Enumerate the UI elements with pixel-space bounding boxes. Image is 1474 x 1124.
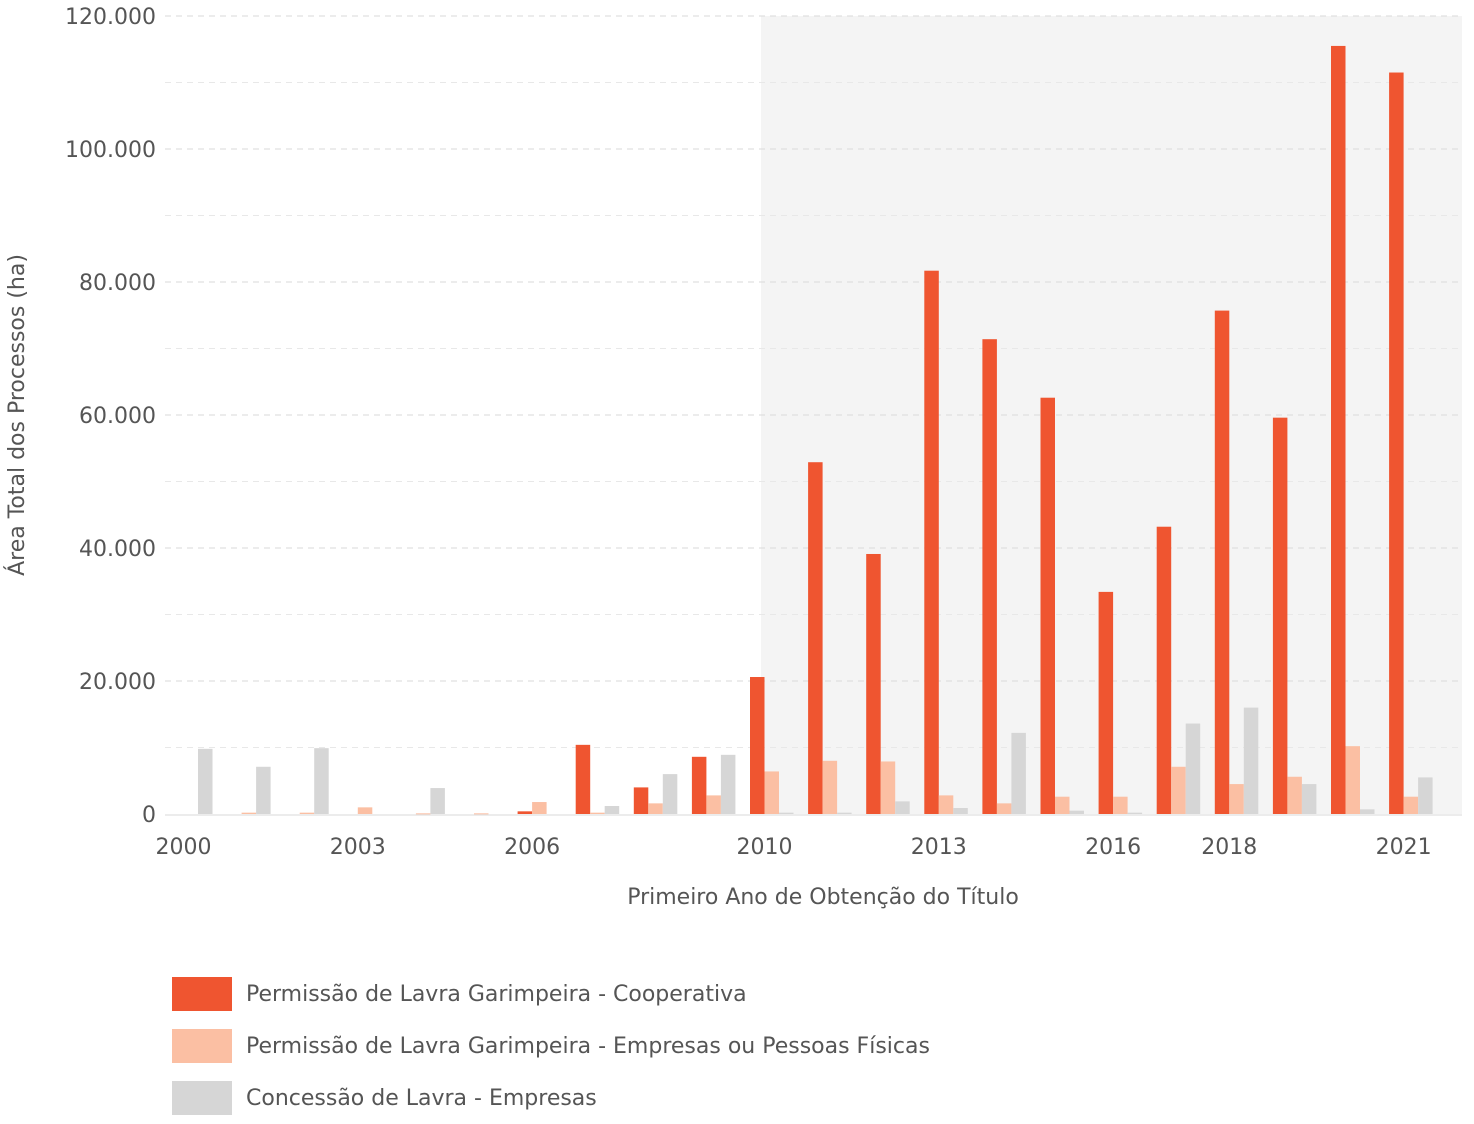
y-axis-ticks: 0 20.000 40.000 60.000 80.000 100.000 120.000 [65, 5, 156, 828]
bar-2004-series-3 [430, 788, 445, 814]
bar-2021-series-1 [1389, 72, 1404, 814]
x-axis-title: Primeiro Ano de Obtenção do Título [627, 885, 1019, 910]
bar-2016-series-2 [1113, 796, 1128, 814]
bar-2018-series-1 [1214, 310, 1230, 814]
bar-2011-series-1 [808, 462, 823, 814]
y-tick-label: 120.000 [65, 5, 156, 30]
y-tick-label: 80.000 [79, 271, 156, 296]
bar-2014-series-3 [1011, 732, 1026, 814]
bar-2016-series-1 [1098, 591, 1114, 814]
bar-2016-series-3 [1127, 812, 1143, 814]
bar-2009-series-3 [720, 754, 736, 814]
bar-2011-series-3 [837, 812, 852, 814]
legend-label-concessao: Concessão de Lavra - Empresas [246, 1085, 597, 1111]
legend-label-cooperativa: Permissão de Lavra Garimpeira - Cooperat… [246, 981, 747, 1007]
bar-2020-series-3 [1360, 809, 1375, 814]
legend-swatch-concessao [172, 1081, 232, 1115]
bar-2017-series-1 [1156, 526, 1172, 814]
bar-2015-series-3 [1069, 810, 1084, 814]
y-tick-label: 0 [142, 803, 156, 828]
x-tick-label: 2021 [1376, 835, 1432, 860]
x-tick-label: 2018 [1201, 835, 1257, 860]
bar-2013-series-1 [924, 270, 939, 814]
x-axis-ticks: 2000 2003 2006 2010 2013 2016 2018 2021 [156, 835, 1432, 860]
bar-2012-series-2 [880, 761, 896, 814]
bar-2009-series-2 [706, 795, 721, 814]
bar-2010-series-3 [779, 812, 794, 814]
bar-2007-series-3 [604, 806, 620, 814]
x-tick-label: 2000 [156, 835, 212, 860]
legend: Permissão de Lavra Garimpeira - Cooperat… [172, 968, 930, 1124]
legend-swatch-cooperativa [172, 977, 232, 1011]
bar-2006-series-1 [517, 811, 533, 814]
bar-2019-series-2 [1287, 776, 1302, 814]
y-tick-label: 60.000 [79, 404, 156, 429]
bar-2019-series-3 [1301, 784, 1317, 814]
bar-2018-series-3 [1243, 707, 1259, 814]
bar-2020-series-1 [1331, 45, 1346, 815]
bar-2007-series-2 [590, 812, 605, 814]
bar-2011-series-2 [822, 760, 838, 814]
bars [198, 45, 1433, 815]
legend-item-concessao: Concessão de Lavra - Empresas [172, 1072, 930, 1124]
bar-2005-series-2 [474, 813, 489, 815]
bar-2019-series-1 [1272, 417, 1288, 814]
bar-2004-series-2 [415, 813, 431, 815]
bar-2000-series-3 [198, 748, 213, 814]
x-tick-label: 2010 [737, 835, 793, 860]
y-tick-label: 40.000 [79, 537, 156, 562]
bar-2006-series-2 [532, 802, 547, 814]
bar-2010-series-1 [750, 677, 765, 814]
y-axis-title: Área Total dos Processos (ha) [4, 254, 30, 576]
bar-2021-series-2 [1403, 796, 1419, 814]
bar-2014-series-1 [982, 339, 997, 814]
bar-2012-series-3 [895, 801, 910, 814]
legend-item-empresas-pessoas: Permissão de Lavra Garimpeira - Empresas… [172, 1020, 930, 1072]
y-tick-label: 100.000 [65, 138, 156, 163]
bar-2002-series-3 [314, 748, 329, 814]
x-tick-label: 2006 [504, 835, 560, 860]
legend-item-cooperativa: Permissão de Lavra Garimpeira - Cooperat… [172, 968, 930, 1020]
bar-2009-series-1 [691, 756, 707, 814]
bar-2002-series-2 [299, 812, 315, 814]
bar-2017-series-3 [1185, 723, 1201, 814]
bar-2001-series-2 [241, 812, 257, 814]
legend-label-empresas-pessoas: Permissão de Lavra Garimpeira - Empresas… [246, 1033, 930, 1059]
bar-2013-series-3 [953, 808, 968, 814]
legend-swatch-empresas-pessoas [172, 1029, 232, 1063]
x-tick-label: 2016 [1085, 835, 1141, 860]
bar-2001-series-3 [256, 766, 271, 814]
bar-2008-series-3 [662, 774, 678, 814]
bar-2003-series-2 [357, 807, 373, 814]
y-tick-label: 20.000 [79, 670, 156, 695]
bar-2008-series-1 [633, 787, 649, 814]
bar-2013-series-2 [938, 795, 954, 814]
bar-2015-series-2 [1055, 796, 1070, 814]
bar-2020-series-2 [1345, 746, 1360, 814]
bar-2017-series-2 [1171, 766, 1186, 814]
bar-2021-series-3 [1418, 777, 1433, 814]
bar-2010-series-2 [764, 771, 779, 814]
x-tick-label: 2003 [330, 835, 386, 860]
bar-2007-series-1 [575, 744, 591, 814]
bar-2008-series-2 [648, 803, 663, 814]
bar-2015-series-1 [1040, 397, 1055, 814]
bar-2018-series-2 [1229, 784, 1244, 814]
bar-2012-series-1 [866, 553, 881, 814]
x-tick-label: 2013 [911, 835, 967, 860]
bar-2014-series-2 [996, 803, 1012, 814]
